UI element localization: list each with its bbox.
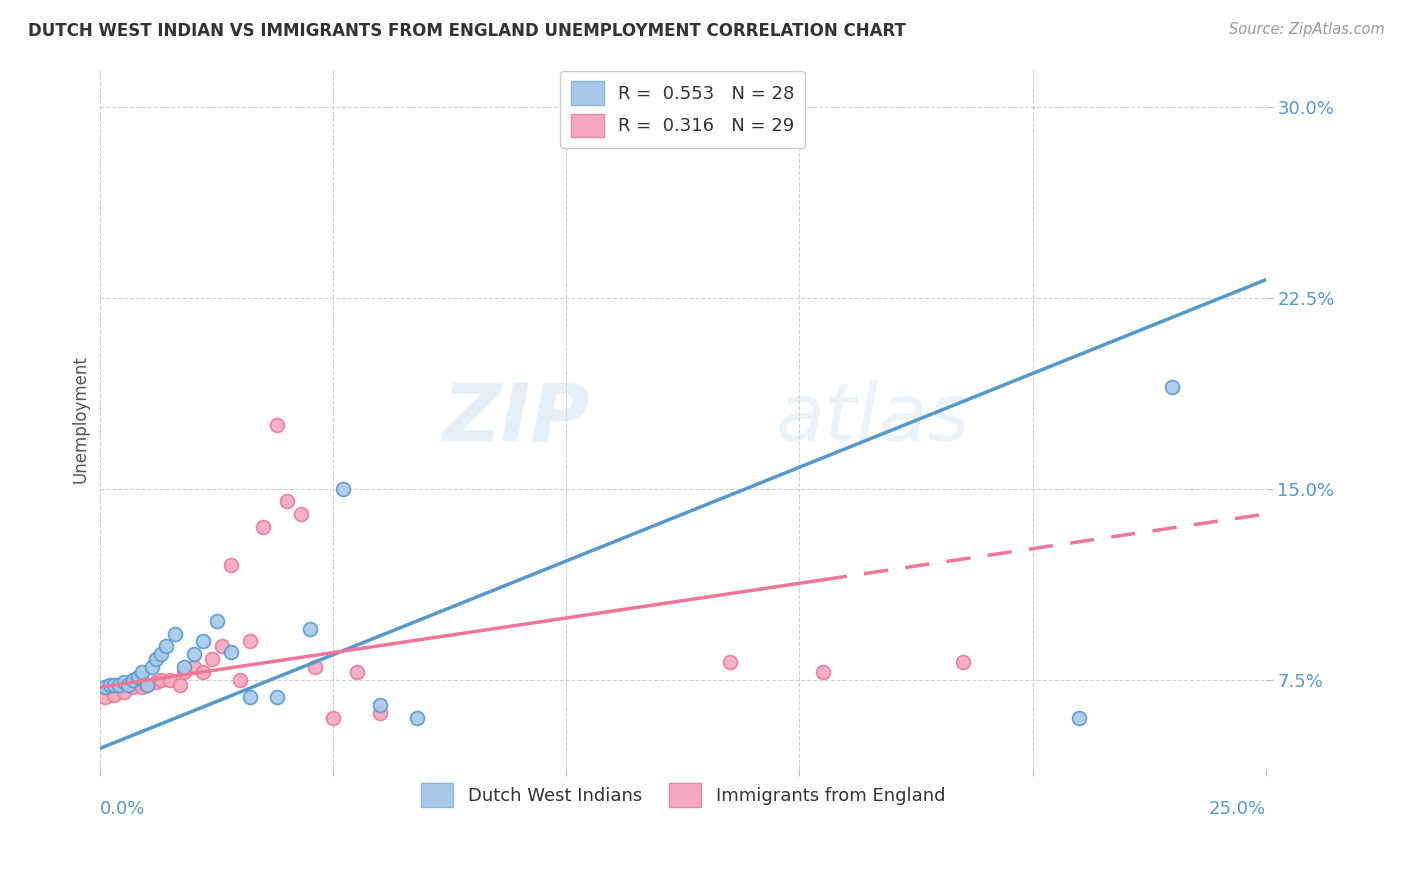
Point [103,678,125,692]
Point [229,673,252,687]
Point [149,647,172,661]
Point [201,652,224,666]
Point [191,665,214,679]
Point [238,690,260,705]
Point [304,660,326,674]
Point [368,706,391,720]
Point [122,673,145,687]
Point [811,665,834,679]
Text: 0.0%: 0.0% [100,800,146,818]
Point [169,678,191,692]
Text: DUTCH WEST INDIAN VS IMMIGRANTS FROM ENGLAND UNEMPLOYMENT CORRELATION CHART: DUTCH WEST INDIAN VS IMMIGRANTS FROM ENG… [28,22,905,40]
Point [159,673,181,687]
Point [117,678,139,692]
Point [94,680,117,694]
Y-axis label: Unemployment: Unemployment [72,355,89,483]
Point [406,711,429,725]
Text: ZIP: ZIP [443,380,589,458]
Point [183,647,205,661]
Point [145,675,167,690]
Point [94,690,117,705]
Point [205,614,228,628]
Point [299,622,322,636]
Point [266,690,288,705]
Point [173,665,195,679]
Point [112,675,135,690]
Text: atlas: atlas [776,380,972,458]
Point [103,688,125,702]
Point [191,634,214,648]
Point [332,482,354,496]
Point [290,507,312,521]
Point [219,558,242,572]
Point [183,660,205,674]
Point [127,670,149,684]
Point [346,665,368,679]
Point [173,660,195,674]
Text: 25.0%: 25.0% [1208,800,1265,818]
Point [322,711,344,725]
Point [211,640,233,654]
Point [98,678,121,692]
Point [136,678,159,692]
Point [252,520,274,534]
Point [122,680,145,694]
Point [149,673,172,687]
Point [136,678,159,692]
Point [112,685,135,699]
Point [1161,380,1184,394]
Point [163,626,186,640]
Point [266,417,288,432]
Point [952,655,974,669]
Point [155,640,177,654]
Point [131,680,153,694]
Text: Source: ZipAtlas.com: Source: ZipAtlas.com [1229,22,1385,37]
Point [276,494,298,508]
Point [131,665,153,679]
Point [368,698,391,712]
Point [145,652,167,666]
Point [718,655,741,669]
Point [1069,711,1091,725]
Legend: Dutch West Indians, Immigrants from England: Dutch West Indians, Immigrants from Engl… [412,774,955,815]
Point [238,634,260,648]
Point [141,660,163,674]
Point [219,644,242,658]
Point [108,678,131,692]
